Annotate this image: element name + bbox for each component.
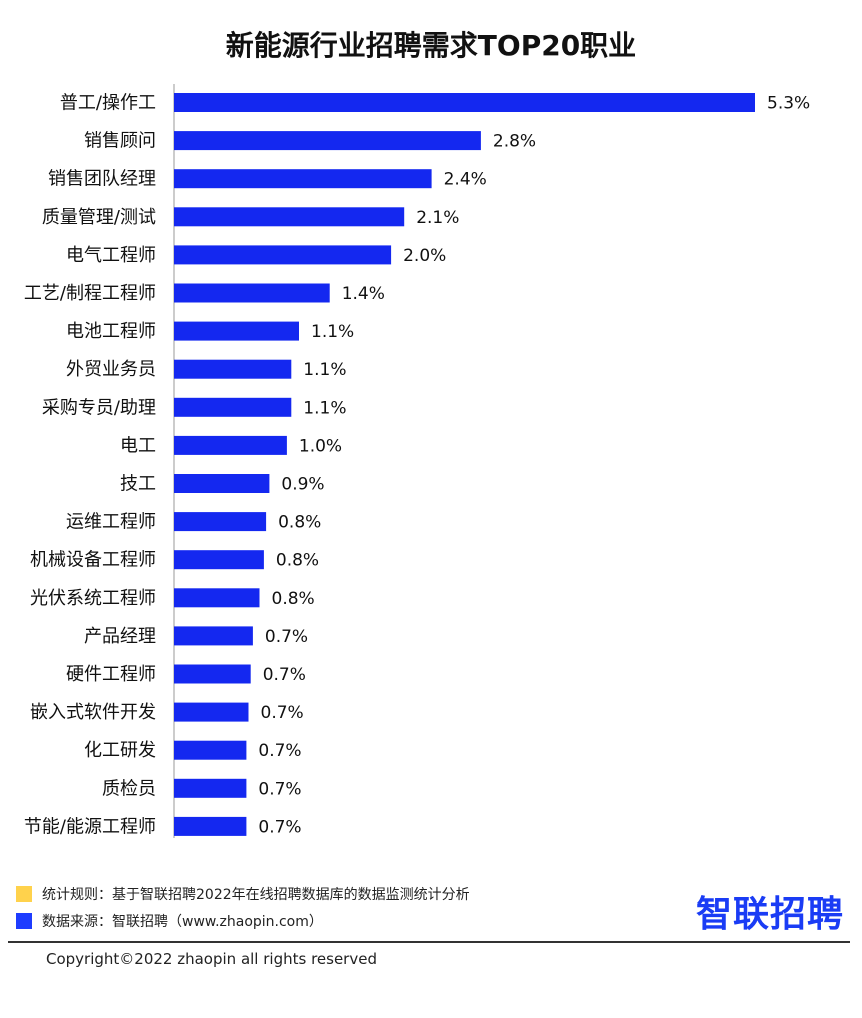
legend-source-text: 数据来源：智联招聘（www.zhaopin.com） [42, 914, 323, 930]
value-label: 0.7% [263, 665, 306, 685]
bar [174, 131, 481, 151]
bar [174, 702, 249, 722]
bar [174, 778, 247, 798]
value-label: 0.8% [276, 551, 319, 571]
bar [174, 435, 287, 455]
value-label: 1.1% [303, 398, 346, 418]
category-label: 化工研发 [84, 740, 156, 761]
category-label: 采购专员/助理 [42, 397, 156, 418]
category-label: 节能/能源工程师 [24, 816, 156, 837]
value-label: 2.8% [493, 132, 536, 152]
category-label: 电气工程师 [66, 245, 156, 266]
bar [174, 550, 264, 570]
category-label: 机械设备工程师 [30, 550, 156, 571]
bar-chart: 普工/操作工 5.3% 销售顾问 2.8% 销售团队经理 2.4% 质量管理/测试 2.1% 电… [24, 84, 810, 838]
bar [174, 359, 292, 379]
category-label: 电工 [120, 435, 156, 456]
bar [174, 588, 260, 608]
category-label: 产品经理 [84, 626, 156, 647]
category-label: 电池工程师 [66, 321, 156, 342]
value-label: 0.7% [258, 779, 301, 799]
category-label: 外贸业务员 [66, 359, 156, 380]
bar [174, 283, 330, 303]
value-label: 1.1% [303, 360, 346, 380]
value-label: 5.3% [767, 94, 810, 114]
value-label: 2.1% [416, 208, 459, 228]
legend-swatch-rule [16, 886, 32, 902]
category-label: 工艺/制程工程师 [24, 283, 156, 304]
value-label: 0.8% [278, 513, 321, 533]
bar [174, 93, 755, 112]
value-label: 0.7% [261, 703, 304, 723]
legend-rule: 统计规则：基于智联招聘2022年在线招聘数据库的数据监测统计分析 [16, 884, 470, 904]
category-label: 普工/操作工 [60, 93, 156, 114]
value-label: 2.4% [444, 170, 487, 190]
value-label: 0.7% [258, 741, 301, 761]
category-label: 销售团队经理 [48, 169, 156, 190]
bar [174, 321, 299, 341]
bar [174, 397, 292, 417]
category-label: 技工 [120, 474, 156, 495]
value-label: 2.0% [403, 246, 446, 266]
value-label: 0.8% [272, 589, 315, 609]
chart-title: 新能源行业招聘需求TOP20职业 [225, 29, 637, 62]
category-label: 质检员 [102, 778, 156, 799]
value-label: 0.7% [258, 817, 301, 837]
zhaopin-logo: 智联招聘 [695, 894, 844, 935]
footer-divider [8, 941, 850, 943]
bar [174, 816, 247, 836]
category-label: 销售顾问 [84, 131, 156, 152]
value-label: 1.4% [342, 284, 385, 304]
category-label: 硬件工程师 [66, 664, 156, 685]
bar [174, 626, 253, 646]
copyright-text: Copyright©2022 zhaopin all rights reserv… [46, 950, 377, 968]
legend-source: 数据来源：智联招聘（www.zhaopin.com） [16, 911, 323, 931]
value-label: 0.9% [281, 475, 324, 495]
bar [174, 245, 392, 265]
bar [174, 474, 270, 493]
value-label: 1.0% [299, 436, 342, 456]
bar [174, 664, 251, 684]
bar [174, 512, 267, 532]
legend-swatch-source [16, 913, 32, 929]
category-label: 光伏系统工程师 [30, 588, 156, 609]
bar [174, 740, 247, 760]
value-label: 0.7% [265, 627, 308, 647]
bar [174, 207, 405, 227]
value-label: 1.1% [311, 322, 354, 342]
legend-rule-text: 统计规则：基于智联招聘2022年在线招聘数据库的数据监测统计分析 [42, 887, 470, 903]
category-label: 质量管理/测试 [42, 207, 156, 228]
category-label: 嵌入式软件开发 [30, 702, 156, 723]
bar [174, 169, 432, 189]
category-label: 运维工程师 [66, 512, 156, 533]
